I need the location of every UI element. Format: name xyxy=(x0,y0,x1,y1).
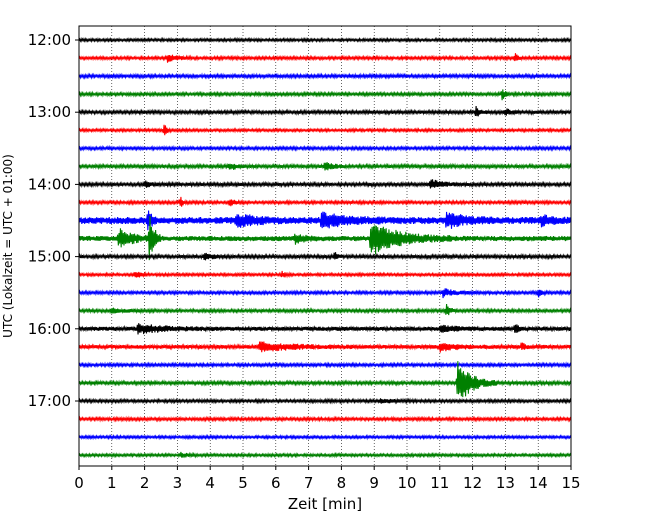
trace-1300 xyxy=(78,106,572,117)
x-tick-label: 4 xyxy=(205,474,215,492)
trace-1330 xyxy=(78,144,572,152)
trace-1715 xyxy=(78,415,572,423)
trace-1515 xyxy=(78,270,572,279)
trace-1245 xyxy=(78,89,572,101)
trace-1730 xyxy=(78,433,572,441)
trace-group xyxy=(78,36,572,459)
y-tick-label: 17:00 xyxy=(28,392,71,410)
y-tick-label: 14:00 xyxy=(28,175,71,193)
y-tick-label: 12:00 xyxy=(28,31,71,49)
trace-1215 xyxy=(78,53,572,63)
x-tick-label: 11 xyxy=(430,474,449,492)
y-tick-label: 16:00 xyxy=(28,320,71,338)
trace-1615 xyxy=(78,341,572,353)
x-tick-label: 5 xyxy=(238,474,248,492)
x-tick-label: 12 xyxy=(463,474,482,492)
x-tick-label: 9 xyxy=(369,474,379,492)
x-axis-label: Zeit [min] xyxy=(288,495,362,513)
x-tick-label: 3 xyxy=(173,474,183,492)
trace-1415 xyxy=(78,196,572,207)
trace-1345 xyxy=(78,162,572,171)
trace-1600 xyxy=(78,323,572,335)
y-axis-label: UTC (Lokalzeit = UTC + 01:00) xyxy=(1,154,15,338)
x-tick-label: 8 xyxy=(337,474,347,492)
trace-1430 xyxy=(78,210,572,231)
x-tick-label: 14 xyxy=(529,474,548,492)
trace-1200 xyxy=(78,36,572,44)
trace-1500 xyxy=(78,252,572,261)
trace-1745 xyxy=(78,451,572,459)
x-tick-label: 7 xyxy=(304,474,314,492)
trace-1400 xyxy=(78,179,572,189)
trace-1630 xyxy=(78,361,572,369)
x-tick-label: 0 xyxy=(74,474,84,492)
y-tick-label: 15:00 xyxy=(28,248,71,266)
trace-1230 xyxy=(78,72,572,80)
x-tick-label: 2 xyxy=(140,474,150,492)
x-tick-label: 15 xyxy=(561,474,580,492)
trace-1700 xyxy=(78,397,572,405)
x-tick-label: 1 xyxy=(107,474,117,492)
y-axis: 12:00 13:00 14:00 15:00 16:00 17:00 xyxy=(28,31,79,410)
x-axis: 0 1 2 3 4 5 6 7 8 9 10 11 12 13 14 15 xyxy=(74,466,581,492)
x-tick-label: 13 xyxy=(496,474,515,492)
plot-frame xyxy=(78,25,572,467)
trace-1545 xyxy=(78,304,572,316)
y-tick-label: 13:00 xyxy=(28,103,71,121)
trace-1530 xyxy=(78,288,572,299)
x-tick-label: 10 xyxy=(397,474,416,492)
trace-1645 xyxy=(78,361,572,398)
trace-1445 xyxy=(78,215,572,261)
x-tick-label: 6 xyxy=(271,474,281,492)
trace-1315 xyxy=(78,124,572,136)
